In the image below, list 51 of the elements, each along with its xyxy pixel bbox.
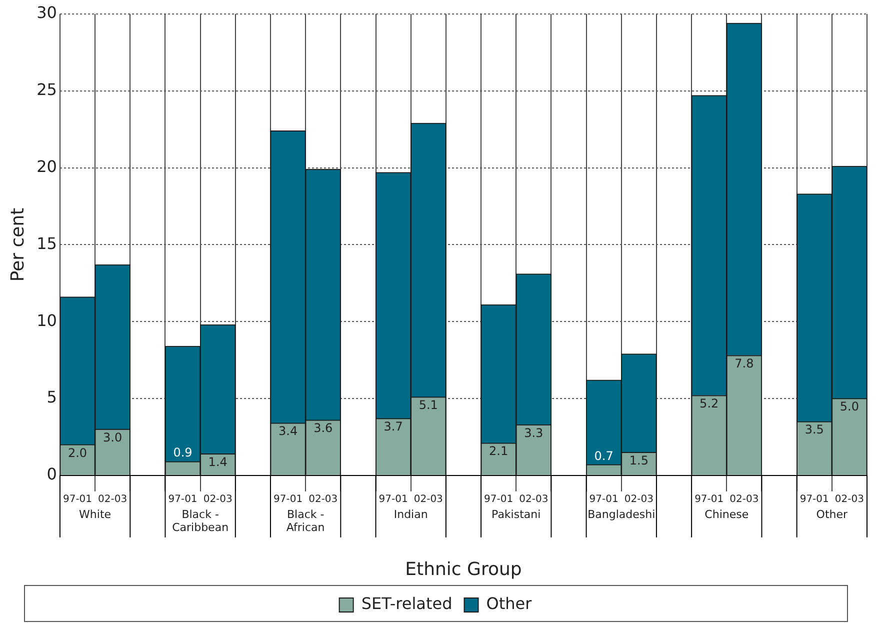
- legend-label: SET-related: [361, 594, 452, 614]
- text: Other: [816, 508, 848, 521]
- y-tick-label: 0: [46, 464, 57, 484]
- x-tick-label: 97-01: [484, 494, 514, 505]
- x-tick-label: 97-01: [168, 494, 198, 505]
- data-label: 2.1: [489, 444, 508, 458]
- x-tick-label: 97-01: [274, 494, 303, 505]
- y-tick-label: 25: [36, 80, 57, 100]
- x-tick-label: 97-01: [62, 494, 92, 505]
- x-tick-label: 02-03: [834, 494, 864, 505]
- y-tick-label: 20: [36, 156, 57, 176]
- data-label: 0.9: [173, 446, 192, 460]
- y-tick-label: 10: [36, 310, 57, 330]
- data-label: 3.3: [524, 426, 544, 440]
- y-tick-label: 15: [36, 234, 57, 253]
- x-tick-label: 97-01: [694, 494, 724, 505]
- text: Black - African: [286, 508, 325, 534]
- data-label: 2.0: [68, 446, 88, 460]
- x-tick-label: 02-03: [730, 494, 759, 505]
- x-tick-label: 02-03: [203, 494, 232, 505]
- data-label: 3.0: [103, 430, 122, 444]
- x-tick-label: 02-03: [519, 494, 548, 505]
- text: Bangladeshi: [588, 508, 656, 521]
- legend-label: Other: [486, 594, 532, 614]
- x-axis-title: Ethnic Group: [405, 558, 522, 580]
- data-label: 1.5: [629, 453, 648, 468]
- text: Black - Caribbean: [172, 508, 229, 534]
- y-axis-title: Per cent: [7, 208, 28, 282]
- x-tick-label: 02-03: [98, 494, 128, 505]
- x-tick-label: 97-01: [378, 494, 408, 505]
- data-label: 3.5: [804, 422, 824, 437]
- x-tick-label: 02-03: [624, 494, 654, 505]
- data-label: 3.7: [384, 420, 403, 434]
- data-label: 3.6: [314, 421, 333, 436]
- data-label: 0.7: [594, 448, 614, 463]
- data-label: 5.1: [418, 398, 438, 412]
- y-tick-label: 30: [36, 3, 57, 22]
- data-label: 1.4: [208, 454, 228, 469]
- data-label: 5.0: [840, 400, 860, 414]
- text: Indian: [394, 508, 428, 521]
- data-label: 3.4: [278, 424, 298, 438]
- text: Chinese: [704, 508, 749, 521]
- data-label: 5.2: [700, 396, 719, 411]
- y-tick-label: 5: [46, 388, 57, 407]
- x-tick-label: 97-01: [589, 494, 618, 505]
- x-tick-label: 02-03: [414, 494, 443, 505]
- x-tick-label: 97-01: [800, 494, 829, 505]
- data-label: 7.8: [734, 356, 754, 371]
- text: White: [79, 508, 112, 521]
- x-tick-label: 02-03: [308, 494, 338, 505]
- text: Pakistani: [492, 508, 541, 521]
